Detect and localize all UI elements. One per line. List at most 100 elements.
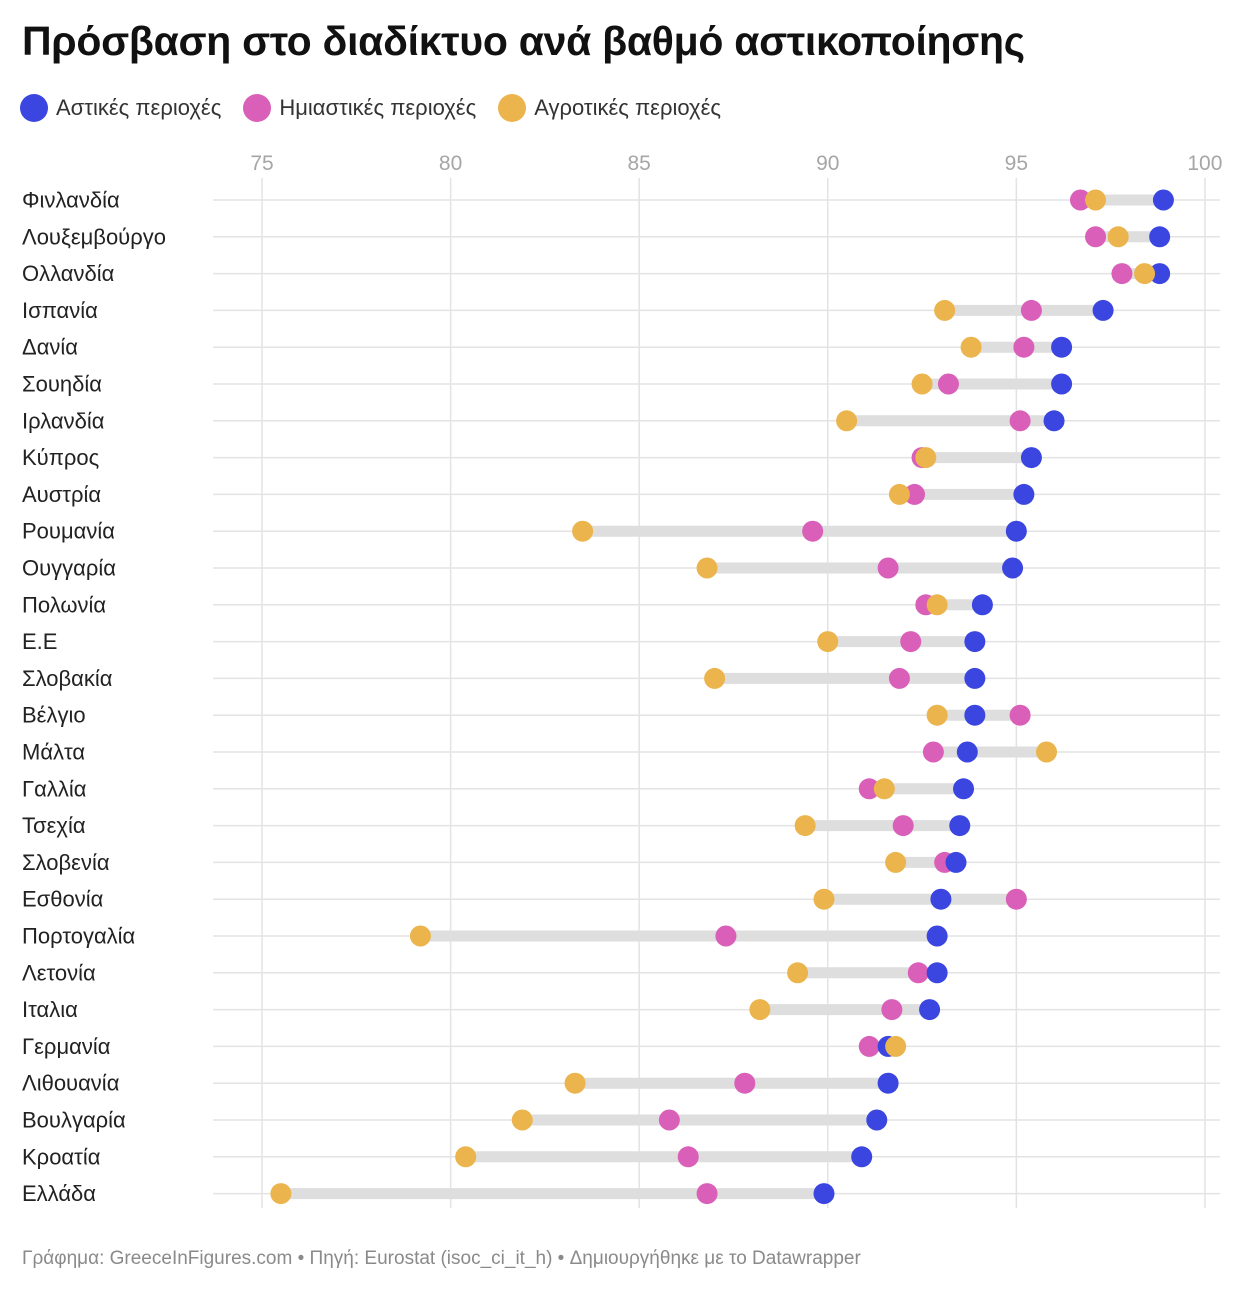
- dot-rural: [926, 594, 948, 616]
- dot-suburban: [658, 1109, 680, 1131]
- dot-rural: [572, 520, 594, 542]
- dot-suburban: [1009, 704, 1031, 726]
- dot-rural: [564, 1072, 586, 1094]
- dot-urban: [964, 631, 986, 653]
- dot-rural: [1036, 741, 1058, 763]
- legend: Αστικές περιοχές Ημιαστικές περιοχές Αγρ…: [20, 94, 743, 122]
- legend-dot-suburban: [243, 94, 272, 122]
- dot-urban: [945, 851, 967, 873]
- dot-suburban: [677, 1146, 699, 1168]
- dot-urban: [1149, 226, 1171, 248]
- dot-rural: [960, 336, 982, 358]
- dot-rural: [836, 410, 858, 432]
- dot-rural: [813, 888, 835, 910]
- x-tick-label-85: 85: [628, 152, 651, 175]
- x-tick-label-95: 95: [1005, 152, 1028, 175]
- dot-rural: [409, 925, 431, 947]
- country-label: Βέλγιο: [22, 703, 86, 728]
- x-tick-label-75: 75: [250, 152, 273, 175]
- country-label: Ιρλανδία: [22, 408, 105, 433]
- dot-suburban: [1009, 410, 1031, 432]
- country-label: Πορτογαλία: [22, 924, 136, 949]
- dot-rural: [911, 373, 933, 395]
- x-tick-label-100: 100: [1187, 152, 1222, 175]
- country-label: Ρουμανία: [22, 519, 115, 544]
- dot-urban: [949, 815, 971, 837]
- dot-suburban: [1111, 263, 1133, 285]
- dot-suburban: [1020, 299, 1042, 321]
- dot-rural: [704, 667, 726, 689]
- dot-urban: [919, 999, 941, 1021]
- country-label: Ιταλια: [22, 997, 78, 1022]
- dot-suburban: [802, 520, 824, 542]
- dot-rural: [817, 631, 839, 653]
- dot-suburban: [900, 631, 922, 653]
- dot-urban: [964, 704, 986, 726]
- dot-urban: [926, 962, 948, 984]
- country-label: Λουξεμβούργο: [22, 224, 166, 249]
- dot-rural: [455, 1146, 477, 1168]
- country-label: Σουηδία: [22, 372, 102, 397]
- legend-item-suburban[interactable]: Ημιαστικές περιοχές: [243, 94, 476, 122]
- dot-urban: [813, 1183, 835, 1205]
- country-label: Ισπανία: [22, 298, 98, 323]
- dot-suburban: [881, 999, 903, 1021]
- dot-suburban: [1013, 336, 1035, 358]
- country-label: Εσθονία: [22, 887, 104, 912]
- dot-urban: [953, 778, 975, 800]
- dot-suburban: [734, 1072, 756, 1094]
- dot-urban: [1005, 520, 1027, 542]
- country-label: Ολλανδία: [22, 261, 115, 286]
- country-label: Λιθουανία: [22, 1071, 120, 1096]
- dot-suburban: [715, 925, 737, 947]
- dot-urban: [851, 1146, 873, 1168]
- x-tick-label-90: 90: [816, 152, 839, 175]
- country-label: Κύπρος: [22, 445, 99, 470]
- dot-urban: [1092, 299, 1114, 321]
- dot-rural: [511, 1109, 533, 1131]
- x-tick-label-80: 80: [439, 152, 462, 175]
- dot-urban: [956, 741, 978, 763]
- dot-rural: [270, 1183, 292, 1205]
- dot-suburban: [907, 962, 929, 984]
- dot-rural: [1085, 189, 1107, 211]
- dot-suburban: [1069, 189, 1091, 211]
- country-label: Βουλγαρία: [22, 1108, 126, 1133]
- legend-dot-rural: [498, 94, 527, 122]
- dot-urban: [964, 667, 986, 689]
- dot-rural: [749, 999, 771, 1021]
- dot-rural: [885, 851, 907, 873]
- dot-rural: [926, 704, 948, 726]
- legend-label-rural: Αγροτικές περιοχές: [534, 95, 721, 120]
- country-label: Τσεχία: [22, 813, 86, 838]
- dot-urban: [930, 888, 952, 910]
- dot-urban: [1020, 447, 1042, 469]
- dot-suburban: [888, 667, 910, 689]
- country-label: Δανία: [22, 335, 78, 360]
- chart-title: Πρόσβαση στο διαδίκτυο ανά βαθμό αστικοπ…: [22, 18, 1025, 64]
- country-label: Αυστρία: [22, 482, 101, 507]
- dot-rural: [888, 483, 910, 505]
- dot-rural: [787, 962, 809, 984]
- dot-suburban: [937, 373, 959, 395]
- dot-suburban: [1005, 888, 1027, 910]
- country-label: Ουγγαρία: [22, 556, 116, 581]
- dot-urban: [1043, 410, 1065, 432]
- legend-item-urban[interactable]: Αστικές περιοχές: [20, 94, 221, 122]
- dot-rural: [915, 447, 937, 469]
- dot-urban: [877, 1072, 899, 1094]
- dot-rural: [1107, 226, 1129, 248]
- legend-item-rural[interactable]: Αγροτικές περιοχές: [498, 94, 721, 122]
- dot-urban: [1051, 373, 1073, 395]
- dot-suburban: [696, 1183, 718, 1205]
- dot-rural: [1134, 263, 1156, 285]
- dot-urban: [926, 925, 948, 947]
- dot-suburban: [1085, 226, 1107, 248]
- dot-urban: [1002, 557, 1024, 579]
- country-label: Κροατία: [22, 1144, 101, 1169]
- dot-range-chart: 75 80 85 90 95 100 Φινλανδία Λουξεμβούργο Ολλανδ…: [22, 152, 1222, 1208]
- country-label: Πολωνία: [22, 592, 106, 617]
- dot-urban: [1051, 336, 1073, 358]
- dot-urban: [1152, 189, 1174, 211]
- legend-label-suburban: Ημιαστικές περιοχές: [279, 95, 477, 120]
